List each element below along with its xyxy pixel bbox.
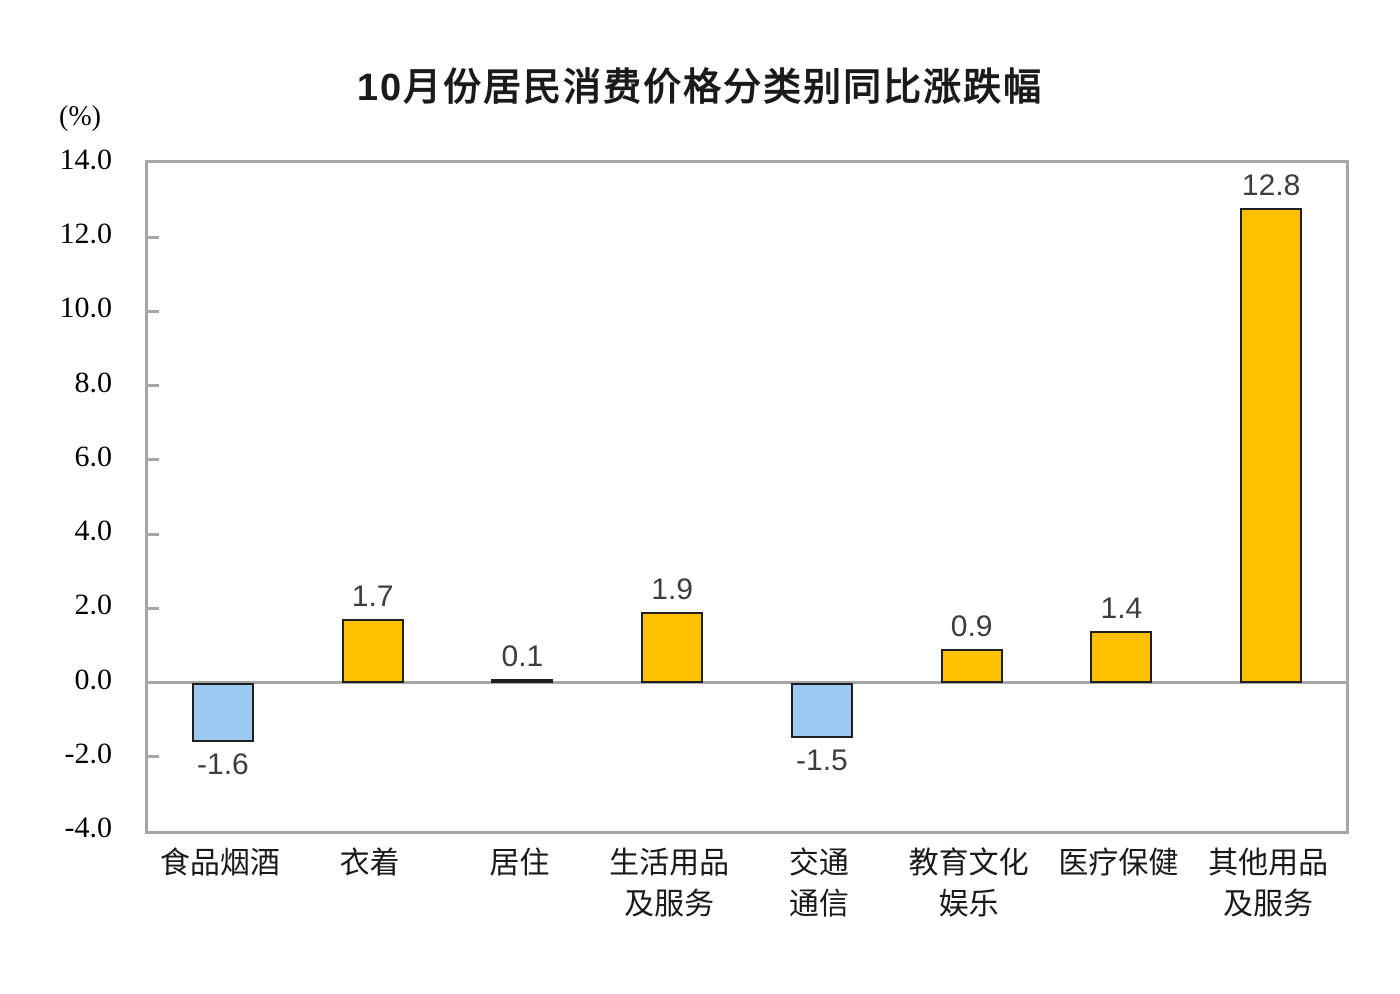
y-tick-mark <box>148 384 159 388</box>
bar-医疗保健 <box>1090 630 1153 683</box>
bar-生活用品及服务 <box>641 612 704 683</box>
zero-baseline <box>148 681 1346 685</box>
x-category-label: 生活用品 及服务 <box>609 847 730 921</box>
y-tick-mark <box>148 755 159 759</box>
y-tick-label: 2.0 <box>74 588 113 622</box>
value-label: -1.5 <box>796 744 848 778</box>
bar-其他用品及服务 <box>1240 207 1303 683</box>
x-category-label: 其他用品 及服务 <box>1208 847 1329 921</box>
x-category-label: 食品烟酒 <box>159 847 280 880</box>
bar-教育文化娱乐 <box>940 649 1003 683</box>
y-tick-mark <box>148 606 159 610</box>
y-tick-mark <box>148 235 159 239</box>
x-category-label: 衣着 <box>339 847 400 880</box>
bar-食品烟酒 <box>191 682 254 742</box>
y-tick-label: 0.0 <box>74 662 113 696</box>
value-label: 1.7 <box>351 580 394 614</box>
y-tick-label: 12.0 <box>59 217 113 251</box>
y-tick-label: 4.0 <box>74 514 113 548</box>
y-tick-mark <box>148 532 159 536</box>
y-tick-mark <box>148 309 159 313</box>
x-category-label: 教育文化 娱乐 <box>908 847 1029 921</box>
x-category-label: 交通 通信 <box>788 847 849 921</box>
value-label: -1.6 <box>197 747 249 781</box>
y-tick-label: 6.0 <box>74 439 113 473</box>
value-label: 12.8 <box>1241 168 1301 202</box>
value-label: 0.9 <box>950 610 993 644</box>
value-label: 1.9 <box>651 573 693 607</box>
y-tick-label: -2.0 <box>64 736 113 770</box>
y-tick-label: 14.0 <box>59 143 113 176</box>
value-label: 1.4 <box>1100 591 1143 625</box>
plot-area: -1.6 1.7 0.1 1.9 -1.5 0.9 1.4 12.8 <box>145 160 1349 834</box>
y-axis-unit-label: (%) <box>59 101 101 132</box>
bar-衣着 <box>341 619 404 683</box>
x-category-label: 居住 <box>489 847 550 880</box>
y-tick-mark <box>148 458 159 462</box>
bar-居住 <box>491 678 554 683</box>
chart-title: 10月份居民消费价格分类别同比涨跌幅 <box>356 67 1044 109</box>
y-tick-label: 8.0 <box>74 365 113 399</box>
y-tick-label: 10.0 <box>59 291 113 325</box>
bar-交通通信 <box>790 682 853 739</box>
y-tick-label: -4.0 <box>64 811 113 844</box>
x-category-label: 医疗保健 <box>1058 847 1179 880</box>
value-label: 0.1 <box>501 639 544 673</box>
